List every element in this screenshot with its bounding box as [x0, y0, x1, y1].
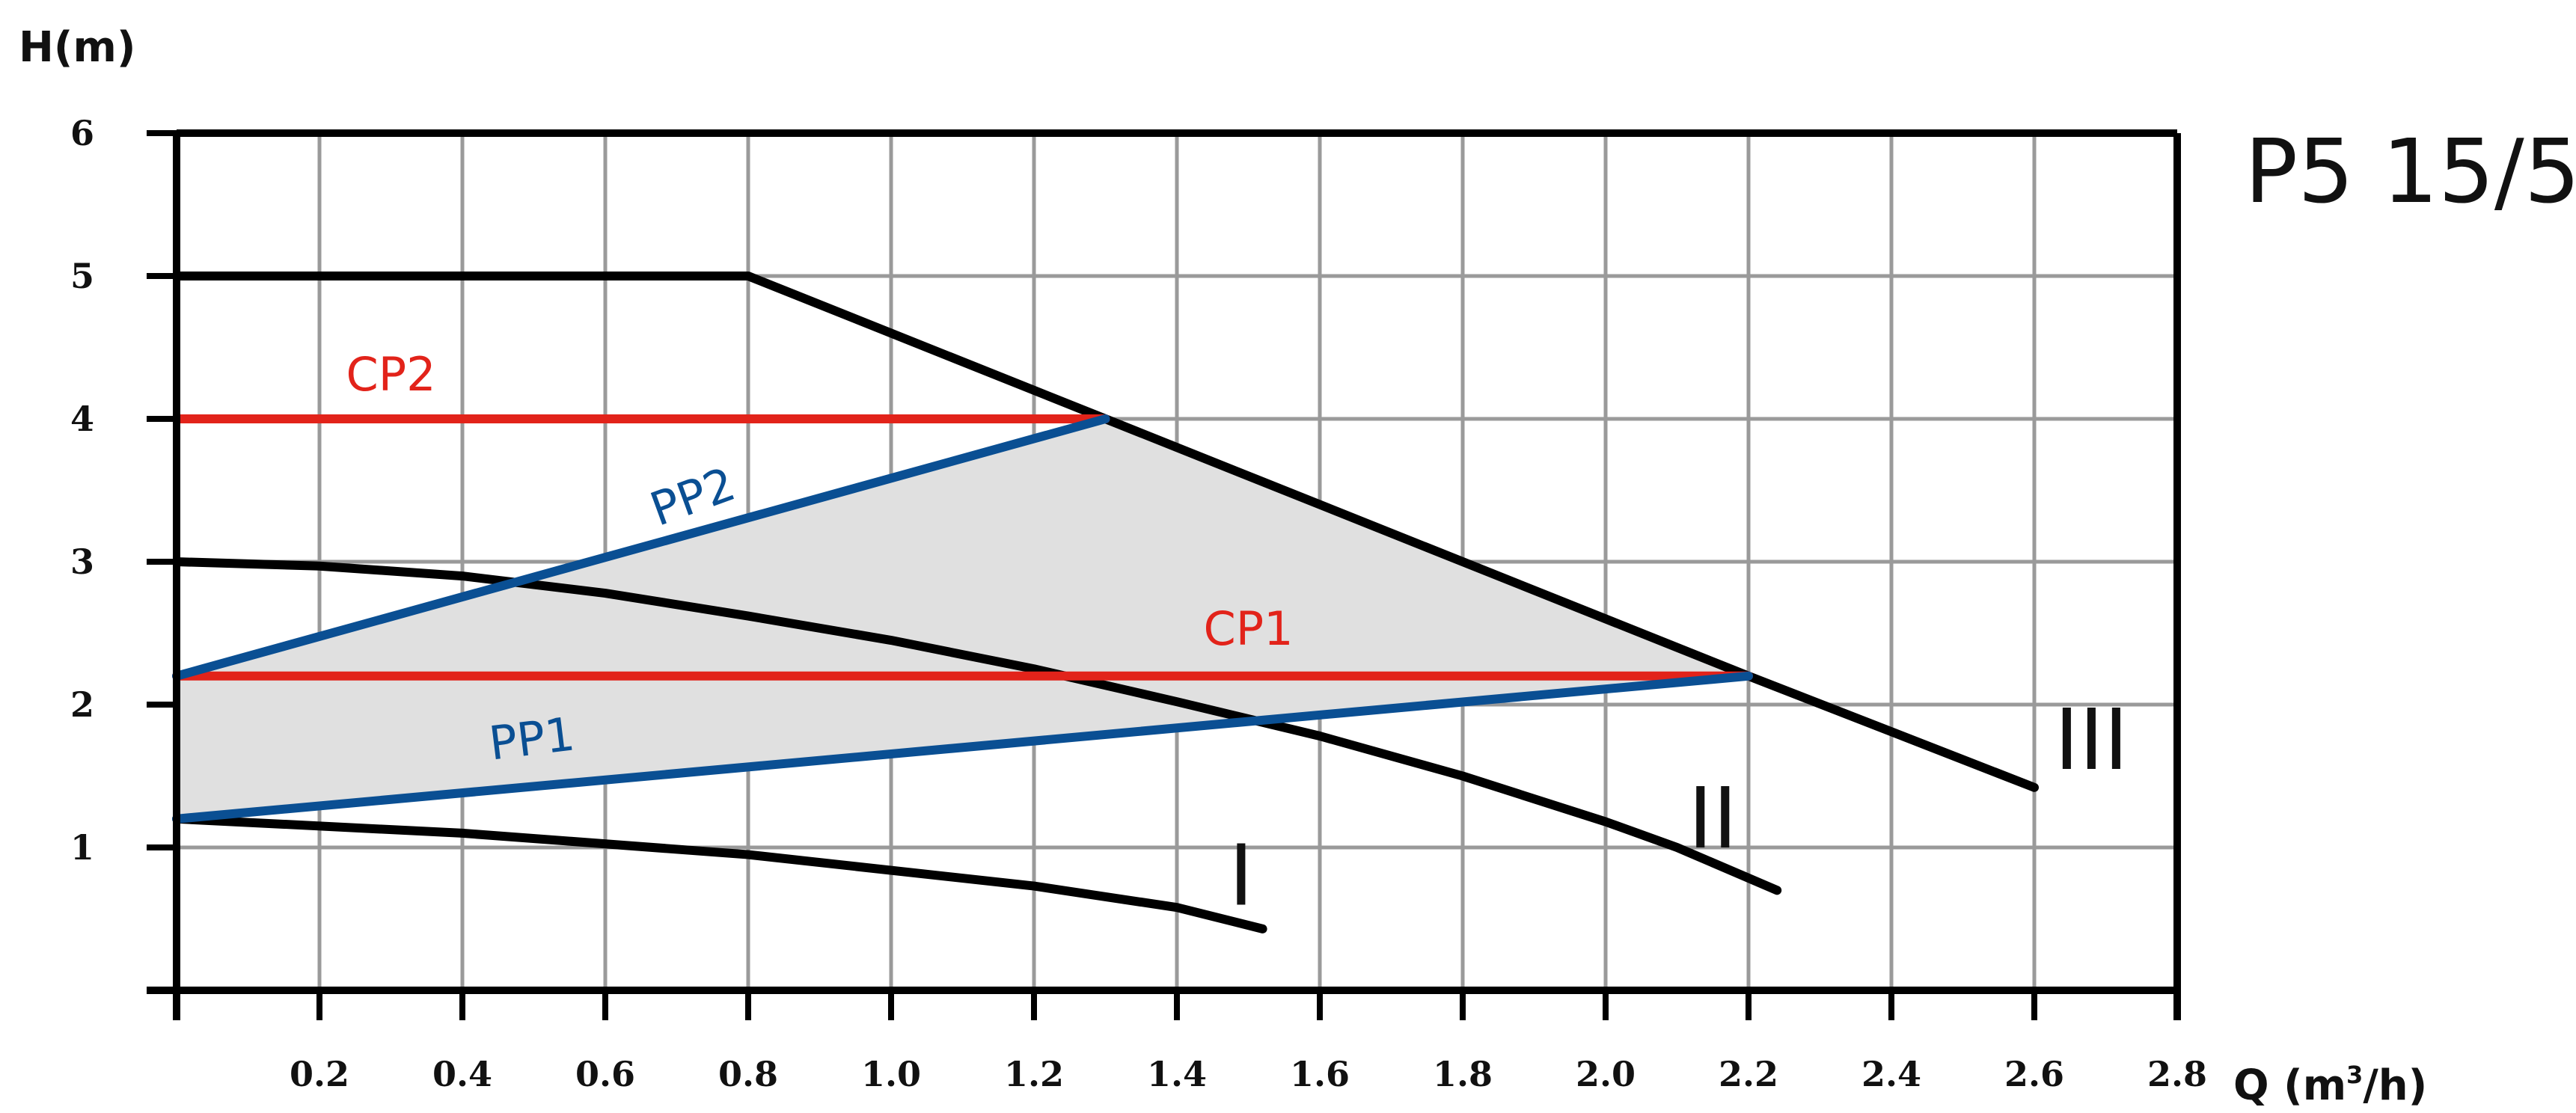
series-line-pp2 — [172, 414, 1110, 681]
x-axis-label: Q (m3/h) — [2233, 1061, 2427, 1110]
y-tick-label-5: 5 — [70, 256, 94, 296]
x-axis-label-end: /h) — [2363, 1061, 2427, 1110]
y-tick-label-4: 4 — [70, 399, 94, 439]
x-tick-label-1.0: 1.0 — [861, 1054, 921, 1094]
x-tick-label-0.8: 0.8 — [718, 1054, 778, 1094]
curve-label-i: I — [1229, 827, 1253, 925]
x-tick-label-1.6: 1.6 — [1290, 1054, 1350, 1094]
shaded-operating-region — [177, 419, 1749, 819]
tick-labels: 0.2 0.4 0.6 0.8 1.0 1.2 1.4 1.6 1.8 2.0 2.2 2.4 2.6 2… — [70, 113, 2207, 1094]
x-tick-label-0.2: 0.2 — [290, 1054, 349, 1094]
curve-label-ii: II — [1688, 770, 1737, 868]
x-tick-label-2.0: 2.0 — [1576, 1054, 1636, 1094]
x-tick-label-1.8: 1.8 — [1433, 1054, 1493, 1094]
series-line-ii — [172, 557, 1782, 895]
x-tick-label-0.6: 0.6 — [575, 1054, 635, 1094]
x-axis-label-main: Q (m — [2233, 1061, 2346, 1110]
grid — [177, 133, 2177, 990]
y-tick-label-1: 1 — [70, 827, 94, 868]
x-axis-label-superscript: 3 — [2346, 1061, 2363, 1089]
curve-label-cp1: CP1 — [1203, 601, 1293, 656]
curve-label-cp2: CP2 — [346, 347, 435, 402]
x-tick-label-2.8: 2.8 — [2147, 1054, 2207, 1094]
x-tick-label-1.2: 1.2 — [1004, 1054, 1064, 1094]
curve-label-pp1: PP1 — [486, 706, 578, 770]
y-tick-label-6: 6 — [70, 113, 94, 153]
x-tick-label-2.4: 2.4 — [1861, 1054, 1921, 1094]
chart-frame — [147, 129, 2181, 1020]
x-tick-label-2.6: 2.6 — [2004, 1054, 2064, 1094]
series-lines — [172, 272, 2039, 933]
y-axis-label: H(m) — [19, 23, 135, 72]
x-tick-label-2.2: 2.2 — [1719, 1054, 1778, 1094]
y-tick-label-2: 2 — [70, 684, 94, 725]
series-line-i — [172, 814, 1267, 933]
shaded-region-polygon — [177, 419, 1749, 819]
series-line-pp1 — [172, 671, 1753, 824]
x-tick-label-0.4: 0.4 — [432, 1054, 492, 1094]
y-tick-label-3: 3 — [70, 542, 94, 582]
chart-title: P5 15/5 — [2245, 120, 2576, 223]
x-tick-label-1.4: 1.4 — [1147, 1054, 1207, 1094]
curve-label-iii: III — [2055, 692, 2129, 789]
